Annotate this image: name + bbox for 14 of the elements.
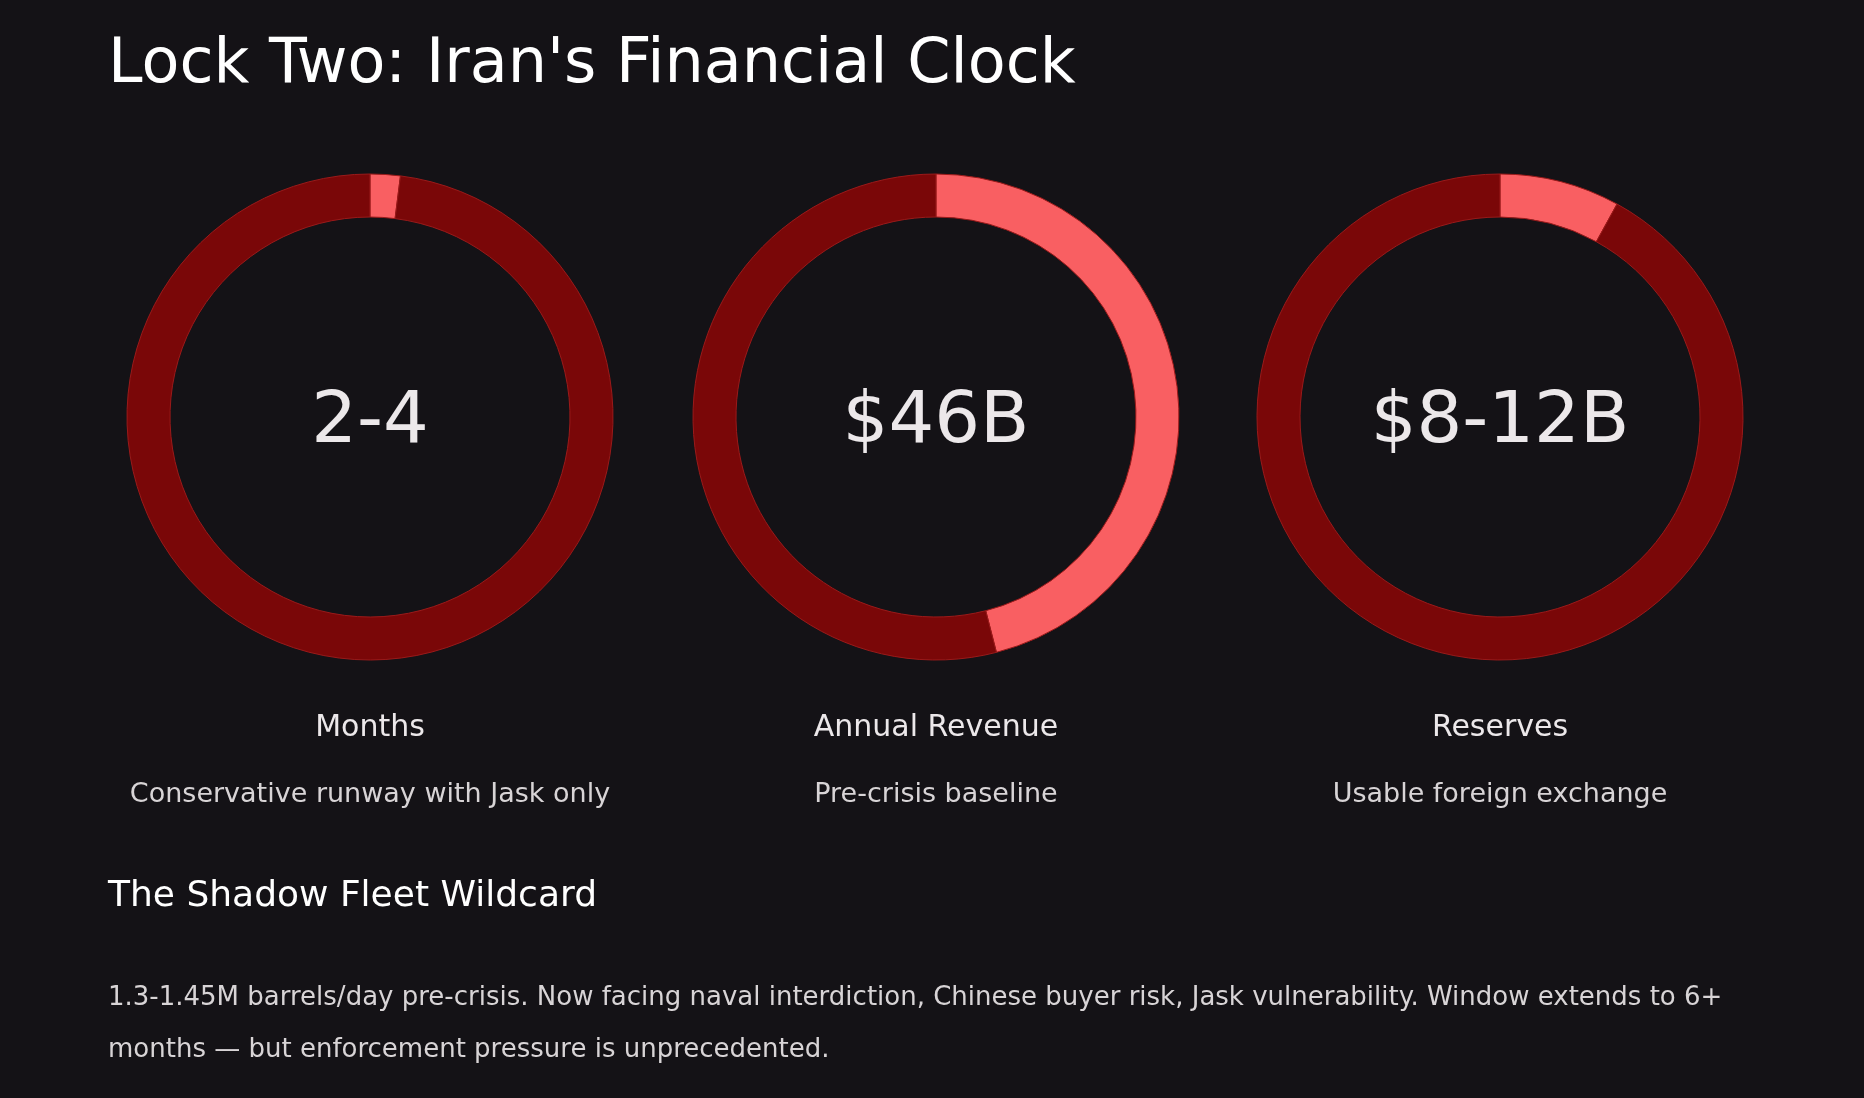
text: 2-4 — [311, 375, 429, 460]
donut-slice — [126, 173, 614, 661]
text: The Shadow Fleet Wildcard — [107, 873, 597, 914]
text: Usable foreign exchange — [1332, 777, 1668, 808]
text: Reserves — [1431, 708, 1569, 743]
text: Lock Two: Iran's Financial Clock — [108, 24, 1076, 97]
text: Annual Revenue — [813, 708, 1059, 743]
text: 1.3-1.45M barrels/day pre-crisis. Now facing naval interdiction, Chinese buyer risk, Jask vulnerability. Window extends to 6+ months — but enforcement pressure is unprecedented. — [108, 981, 1723, 1063]
text: $46B — [842, 375, 1030, 460]
text: Pre-crisis baseline — [814, 777, 1058, 808]
text: Months — [315, 708, 425, 743]
donut-slice — [1256, 173, 1744, 661]
text: $8-12B — [1370, 375, 1630, 460]
text: Conservative runway with Jask only — [129, 777, 611, 808]
